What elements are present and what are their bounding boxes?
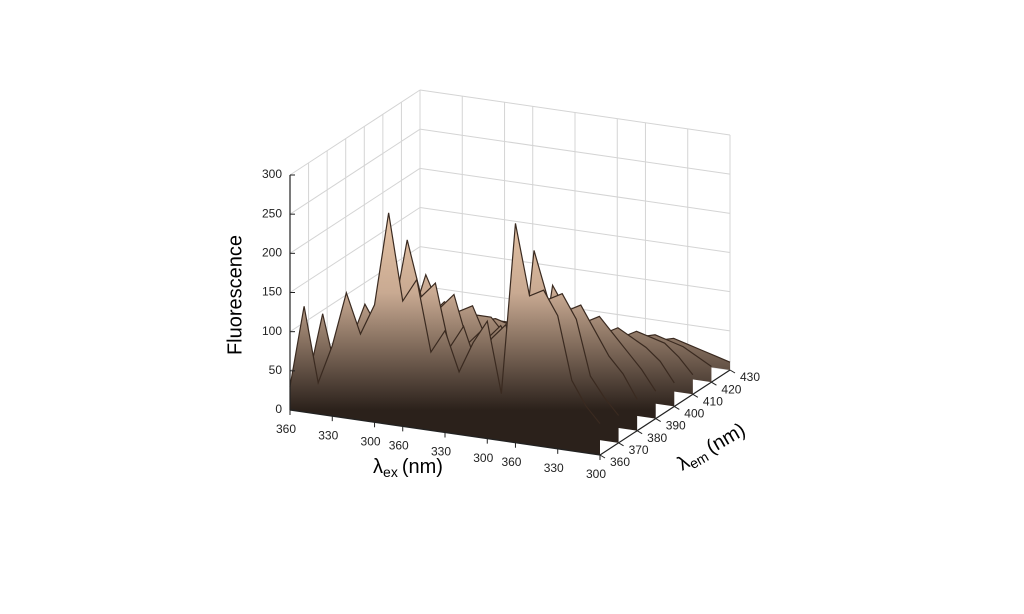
y-tick-label: 360: [610, 455, 630, 469]
tick-mark: [674, 405, 680, 410]
grid-line: [289, 89, 421, 176]
surface-row-line: [307, 239, 620, 416]
x-label-symbol: λ: [373, 456, 383, 478]
tick-mark: [692, 393, 699, 398]
y-tick-label: 400: [684, 407, 704, 421]
tick-mark: [711, 381, 717, 386]
y-tick-label: 390: [666, 419, 686, 433]
surface-row-line: [289, 212, 601, 425]
surface-row-fill: [290, 212, 600, 455]
axis-line: [599, 369, 731, 456]
x-tick-label: 300: [586, 467, 606, 481]
x-tick-label: 330: [318, 428, 338, 442]
z-axis-label: Fluorescence: [224, 235, 246, 355]
y-tick-label: 420: [721, 382, 741, 396]
x-tick-label: 300: [473, 451, 493, 465]
x-label-sub: ex: [383, 464, 398, 480]
grid-line: [289, 167, 421, 254]
z-tick-label: 200: [262, 246, 282, 260]
grid-line: [289, 246, 421, 333]
y-label-unit: (nm): [703, 419, 750, 459]
tick-mark: [618, 442, 624, 447]
x-tick-label: 360: [276, 422, 296, 436]
x-label-unit: (nm): [402, 456, 443, 478]
x-tick-label: 300: [361, 434, 381, 448]
x-tick-label: 360: [501, 455, 521, 469]
z-tick-label: 250: [262, 206, 282, 220]
tick-mark: [729, 369, 736, 374]
x-tick-label: 330: [544, 461, 564, 475]
y-tick-label: 410: [703, 394, 723, 408]
x-axis-label: λex (nm): [373, 456, 443, 479]
z-tick-label: 300: [262, 167, 282, 181]
x-tick-label: 330: [431, 445, 451, 459]
grid-line: [289, 207, 421, 293]
x-tick-label: 360: [389, 439, 409, 453]
tick-mark: [655, 418, 661, 423]
y-tick-label: 380: [647, 431, 667, 445]
z-tick-label: 50: [269, 363, 283, 377]
grid-line: [289, 128, 421, 215]
y-tick-label: 430: [740, 370, 760, 384]
tick-mark: [636, 430, 643, 435]
z-tick-label: 0: [275, 402, 282, 416]
tick-mark: [599, 454, 606, 459]
y-tick-label: 370: [629, 443, 649, 457]
z-tick-label: 150: [262, 285, 282, 299]
z-tick-label: 100: [262, 324, 282, 338]
